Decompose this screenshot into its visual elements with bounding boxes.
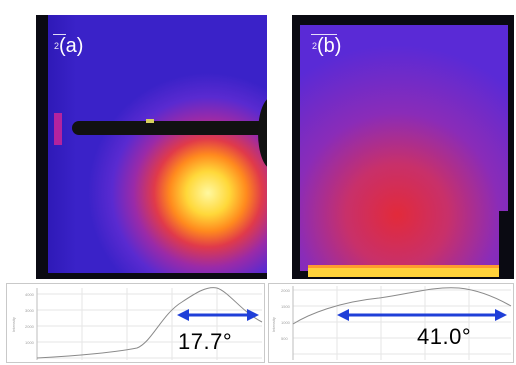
- heater-strip: [308, 268, 500, 277]
- svg-text:3000: 3000: [25, 308, 35, 313]
- svg-text:1500: 1500: [281, 304, 291, 309]
- rod: [72, 121, 267, 135]
- profile-curve-b: [292, 287, 512, 325]
- svg-text:1000: 1000: [25, 340, 35, 345]
- svg-text:Intensity: Intensity: [271, 317, 276, 332]
- angle-arrow-b: [337, 309, 507, 321]
- temperature-profile-a: 4000 3000 2000 1000 Intensity 17.7°: [6, 283, 265, 363]
- angle-value-b: 41.0°: [417, 324, 472, 349]
- angle-value-a: 17.7°: [178, 329, 233, 354]
- thermal-map-a: [36, 15, 267, 279]
- svg-text:2000: 2000: [25, 324, 35, 329]
- holder: [258, 99, 267, 167]
- profile-plot-b: 2000 1500 1000 500 Intensity: [271, 286, 512, 360]
- svg-text:Intensity: Intensity: [11, 317, 16, 332]
- thermal-image-b: 2(b): [292, 15, 514, 279]
- thermal-map-b: [292, 15, 514, 279]
- thermal-image-a: 2(a): [36, 15, 267, 279]
- svg-text:4000: 4000: [25, 292, 35, 297]
- left-frame-edge: [36, 15, 48, 279]
- svg-text:2000: 2000: [281, 288, 291, 293]
- angle-arrow-a: [177, 309, 259, 321]
- profile-curve-a: [36, 287, 263, 359]
- panel-label-a: 2(a): [54, 35, 84, 57]
- svg-text:1000: 1000: [281, 320, 291, 325]
- panel-label-b: 2(b): [312, 35, 342, 57]
- svg-text:500: 500: [281, 336, 288, 341]
- right-edge-block: [499, 211, 514, 279]
- profile-plot-a: 4000 3000 2000 1000 Intensity: [11, 287, 263, 360]
- temperature-profile-b: 2000 1500 1000 500 Intensity 41.0°: [268, 283, 514, 363]
